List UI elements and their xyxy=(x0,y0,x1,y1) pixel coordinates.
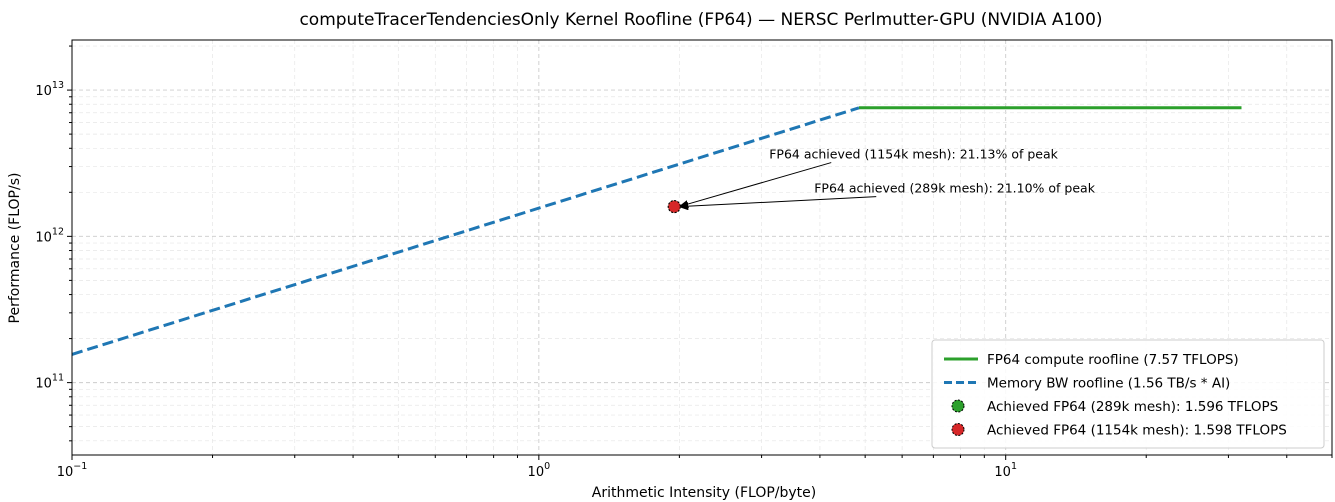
memory-bw-roofline xyxy=(71,106,860,356)
y-tick-label: 1013 xyxy=(35,80,64,99)
y-axis-label: Performance (FLOP/s) xyxy=(7,173,23,324)
legend: FP64 compute roofline (7.57 TFLOPS) Memor… xyxy=(931,339,1325,449)
plot-frame xyxy=(71,39,1333,456)
legend-marker-swatch xyxy=(951,399,965,413)
legend-box xyxy=(931,339,1325,449)
annotations: FP64 achieved (1154k mesh): 21.13% of pe… xyxy=(678,147,1096,211)
legend-entry: Memory BW roofline (1.56 TB/s * AI) xyxy=(987,376,1230,392)
annotation-arrow xyxy=(678,196,877,211)
legend-entry: FP64 compute roofline (7.57 TFLOPS) xyxy=(987,352,1239,368)
annotation-arrow xyxy=(678,162,832,208)
roofline-lines xyxy=(71,106,1242,356)
annotation-text: FP64 achieved (1154k mesh): 21.13% of pe… xyxy=(769,147,1058,162)
x-tick-label: 101 xyxy=(994,461,1017,480)
legend-entry: Achieved FP64 (1154k mesh): 1.598 TFLOPS xyxy=(987,423,1287,439)
achieved-point xyxy=(667,200,681,214)
x-tick-label: 10−1 xyxy=(57,461,88,480)
achieved-points xyxy=(667,200,681,214)
chart-title: computeTracerTendenciesOnly Kernel Roofl… xyxy=(299,10,1102,30)
y-tick-label: 1011 xyxy=(35,373,64,392)
x-axis-label: Arithmetic Intensity (FLOP/byte) xyxy=(592,485,816,501)
legend-marker-swatch xyxy=(951,423,965,436)
annotation-text: FP64 achieved (289k mesh): 21.10% of pea… xyxy=(814,181,1095,196)
y-tick-label: 1012 xyxy=(35,226,64,245)
x-tick-label: 100 xyxy=(528,461,551,480)
legend-entry: Achieved FP64 (289k mesh): 1.596 TFLOPS xyxy=(987,399,1278,415)
axis-ticks: 10−1 100 101 1011 1012 1013 xyxy=(35,45,1333,480)
